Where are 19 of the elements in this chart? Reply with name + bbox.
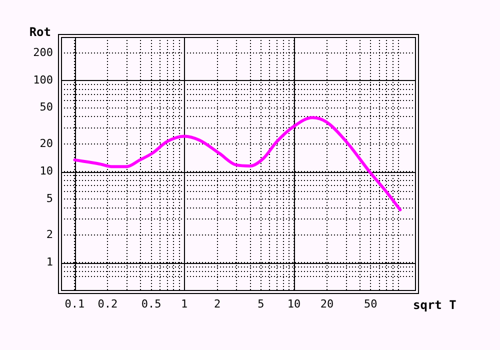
y-tick-label: 1 bbox=[46, 255, 53, 268]
y-tick-label: 2 bbox=[46, 228, 53, 242]
x-tick-label: 5 bbox=[258, 297, 264, 310]
y-tick-label: 200 bbox=[33, 46, 53, 59]
y-tick-label: 5 bbox=[46, 192, 53, 205]
x-tick-label: 1 bbox=[181, 297, 188, 310]
y-tick-label: 10 bbox=[40, 164, 53, 178]
x-tick-label: 20 bbox=[320, 297, 334, 310]
x-axis-title: sqrt T bbox=[413, 298, 456, 312]
x-tick-label: 0.5 bbox=[141, 297, 162, 310]
x-tick-label: 10 bbox=[287, 297, 301, 310]
x-tick-label: 0.2 bbox=[98, 297, 118, 310]
x-tick-label: 50 bbox=[364, 297, 378, 310]
y-tick-label: 50 bbox=[40, 100, 53, 114]
y-axis-title: Rot bbox=[29, 25, 51, 40]
x-tick-label: 0.1 bbox=[64, 297, 85, 310]
y-tick-label: 100 bbox=[33, 73, 53, 86]
x-tick-label: 2 bbox=[214, 297, 221, 310]
y-tick-label: 20 bbox=[40, 136, 53, 150]
